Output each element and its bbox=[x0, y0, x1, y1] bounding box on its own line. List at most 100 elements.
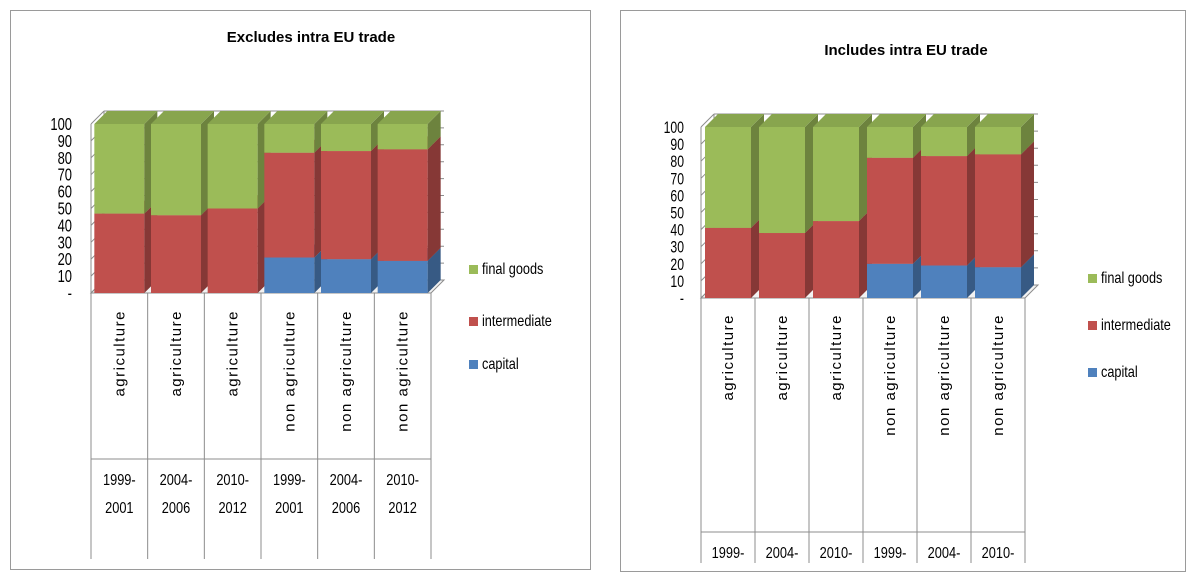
y-tick-label: 40 bbox=[58, 216, 73, 236]
bar-front bbox=[321, 151, 371, 260]
y-tick-label: 20 bbox=[670, 256, 684, 274]
bar-segment-intermediate bbox=[151, 202, 214, 293]
y-tick-label: 10 bbox=[58, 267, 73, 287]
chart-title: Includes intra EU trade bbox=[824, 42, 987, 59]
category-label-sector: non agriculture bbox=[882, 314, 899, 436]
category-label-period-start: 1999- bbox=[712, 545, 745, 563]
chart-panel-excludes-intra-eu: Excludes intra EU trade -10 20 30 40 50 60 70 80… bbox=[10, 10, 591, 570]
y-tick-label: 30 bbox=[670, 239, 684, 257]
category-label-period-start: 1999- bbox=[103, 472, 136, 490]
bar-side bbox=[427, 247, 441, 293]
bar-segment-final-goods bbox=[921, 114, 980, 157]
category-label-sector: agriculture bbox=[828, 314, 845, 401]
bar-segment-intermediate bbox=[94, 200, 158, 293]
bar-front bbox=[759, 233, 805, 298]
bar-top bbox=[921, 114, 980, 127]
y-tick-label: 80 bbox=[58, 149, 73, 169]
category-label-sector: non agriculture bbox=[990, 314, 1007, 436]
category-label-period-start: 1999- bbox=[874, 545, 907, 563]
bar-front bbox=[975, 267, 1021, 298]
bar-segment-intermediate bbox=[377, 136, 441, 261]
bar-front bbox=[207, 208, 258, 293]
bar-front bbox=[151, 124, 201, 216]
bar-side bbox=[427, 136, 441, 261]
bar-segment-final-goods bbox=[705, 114, 764, 228]
legend-swatch-capital bbox=[469, 360, 478, 369]
y-tick-label: - bbox=[68, 284, 72, 304]
bar-side bbox=[427, 111, 441, 150]
category-label-sector: agriculture bbox=[168, 310, 185, 397]
y-tick-label: 90 bbox=[670, 136, 684, 154]
bar-segment-intermediate bbox=[264, 139, 328, 258]
bar-front bbox=[377, 260, 428, 293]
bar-front bbox=[705, 127, 751, 228]
bar-segment-final-goods bbox=[813, 114, 872, 222]
bar-top bbox=[813, 114, 872, 127]
y-tick-label: 80 bbox=[670, 153, 684, 171]
bar-side bbox=[1021, 141, 1034, 268]
bar-front bbox=[813, 221, 859, 298]
category-label-period-start: 2010- bbox=[386, 472, 419, 490]
category-label-period-start: 2004- bbox=[160, 472, 193, 490]
bar-front bbox=[151, 215, 201, 293]
bar-segment-intermediate bbox=[867, 144, 926, 264]
y-tick-label: 10 bbox=[670, 273, 684, 291]
bar-segment-final-goods bbox=[377, 111, 441, 150]
bar-segment-intermediate bbox=[813, 208, 872, 298]
legend-swatch-intermediate bbox=[1088, 321, 1097, 330]
chart-panel-includes-intra-eu: Includes intra EU trade -10 20 30 40 50 60 70 80… bbox=[620, 10, 1186, 573]
legend-swatch-capital bbox=[1088, 368, 1097, 377]
category-label-period-end: 2006 bbox=[332, 500, 360, 518]
bar-front bbox=[975, 127, 1021, 155]
y-tick-label: 70 bbox=[58, 166, 73, 186]
y-tick-label: 60 bbox=[58, 183, 73, 203]
category-label-sector: non agriculture bbox=[936, 314, 953, 436]
category-label-period-end: 2001 bbox=[105, 500, 133, 518]
bar-segment-final-goods bbox=[151, 111, 214, 216]
bar-segment-final-goods bbox=[759, 114, 818, 234]
y-tick-label: 50 bbox=[670, 205, 684, 223]
bar-front bbox=[264, 257, 315, 293]
bar-front bbox=[94, 213, 145, 293]
category-label-period-start: 2010- bbox=[216, 472, 249, 490]
bar-segment-final-goods bbox=[207, 111, 271, 209]
y-tick-label: 100 bbox=[50, 115, 72, 135]
category-label-period-start: 2004- bbox=[928, 545, 961, 563]
legend-label: intermediate bbox=[1101, 317, 1171, 334]
category-label-period-start: 2004- bbox=[766, 545, 799, 563]
bar-front bbox=[264, 152, 315, 258]
category-label-sector: agriculture bbox=[774, 314, 791, 401]
bar-front bbox=[921, 127, 967, 157]
bar-front bbox=[813, 127, 859, 222]
bar-top bbox=[705, 114, 764, 127]
bar-segment-intermediate bbox=[207, 195, 271, 293]
bar-front bbox=[921, 265, 967, 298]
y-tick-label: 30 bbox=[58, 233, 73, 253]
bar-segment-final-goods bbox=[975, 114, 1034, 155]
category-table bbox=[700, 298, 1026, 563]
category-label-period-end: 2006 bbox=[162, 500, 190, 518]
category-label-sector: agriculture bbox=[225, 310, 242, 397]
y-tick-label: 40 bbox=[670, 222, 684, 240]
bar-top bbox=[975, 114, 1034, 127]
category-label-period-end: 2012 bbox=[218, 500, 246, 518]
bar-front bbox=[264, 124, 315, 153]
bar-front bbox=[705, 227, 751, 298]
y-tick-label: 20 bbox=[58, 250, 73, 270]
bar-front bbox=[921, 156, 967, 266]
category-label-period-start: 2010- bbox=[820, 545, 853, 563]
bar-segment-intermediate bbox=[321, 138, 384, 260]
chart-title: Excludes intra EU trade bbox=[227, 29, 395, 46]
bar-top bbox=[321, 111, 384, 124]
bar-front bbox=[377, 149, 428, 261]
gridline-side bbox=[700, 113, 715, 128]
bar-top bbox=[759, 114, 818, 127]
category-label-sector: agriculture bbox=[111, 310, 128, 397]
bar-front bbox=[377, 124, 428, 150]
bar-front bbox=[867, 263, 913, 298]
bar-front bbox=[94, 124, 145, 214]
y-tick-label: - bbox=[680, 290, 684, 308]
bar-segment-final-goods bbox=[867, 114, 926, 158]
y-tick-label: 60 bbox=[670, 188, 684, 206]
chart-includes-intra-eu: Includes intra EU trade -1020304050607080… bbox=[664, 42, 1171, 573]
